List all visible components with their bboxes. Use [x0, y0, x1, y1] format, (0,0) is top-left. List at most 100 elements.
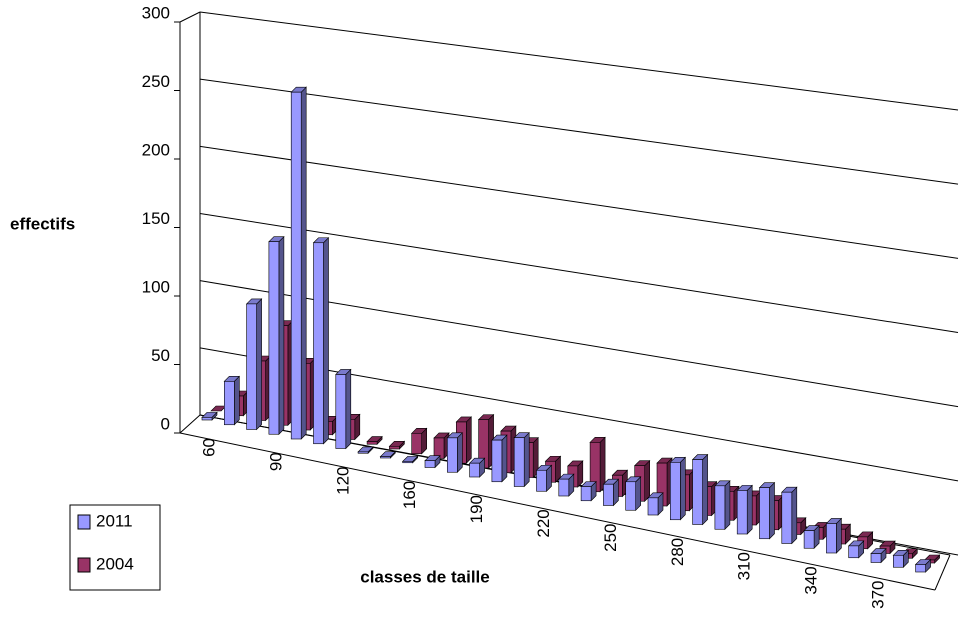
x-tick-label: 310 — [735, 552, 754, 580]
bar-front — [781, 491, 793, 544]
bar — [781, 486, 798, 545]
bar-side — [501, 434, 508, 483]
bar — [468, 457, 486, 478]
bar-front — [290, 91, 302, 440]
bar-top — [401, 456, 419, 462]
bar-front — [446, 437, 458, 473]
bar-front — [246, 303, 257, 430]
y-tick-label: 300 — [142, 3, 170, 22]
bar-front — [313, 242, 324, 445]
bar-side — [746, 484, 753, 535]
grid-line — [199, 213, 959, 333]
bar-side — [836, 517, 842, 554]
bar-side — [679, 456, 686, 521]
y-tick-label: 200 — [142, 140, 170, 159]
bar — [669, 456, 687, 521]
bar — [433, 432, 450, 460]
bar-front — [536, 469, 547, 492]
bar-front — [848, 545, 860, 559]
bar-front — [892, 554, 904, 568]
x-tick-label: 250 — [601, 524, 620, 552]
bar — [847, 540, 865, 559]
bar-front — [380, 456, 391, 459]
bar-front — [424, 460, 436, 468]
bar-side — [465, 416, 472, 464]
bar-front — [647, 497, 659, 516]
bar — [223, 375, 241, 426]
bar — [210, 405, 227, 412]
bar-front — [335, 374, 347, 449]
bar — [357, 446, 374, 454]
bar-front — [513, 437, 525, 487]
grid-line — [199, 145, 959, 259]
bar — [803, 524, 820, 549]
bar-side — [791, 486, 798, 545]
bar-front — [803, 530, 815, 549]
bar — [914, 558, 932, 573]
bar-side — [256, 298, 262, 431]
bar-side — [234, 375, 240, 426]
bar — [758, 481, 776, 540]
bar-front — [491, 439, 503, 483]
x-tick-label: 60 — [199, 438, 218, 457]
y-tick-label: 100 — [142, 277, 170, 296]
bar — [424, 454, 441, 469]
bar-front — [580, 486, 592, 502]
bar-side — [300, 86, 307, 440]
legend-label: 2011 — [96, 511, 133, 530]
bar-front — [759, 487, 770, 540]
bar-front — [669, 462, 681, 521]
bar — [410, 427, 428, 455]
bar-front — [411, 432, 423, 455]
x-tick-label: 120 — [333, 467, 352, 495]
x-axis-title: classes de taille — [360, 567, 489, 586]
bar — [401, 455, 419, 464]
x-tick-label: 220 — [534, 509, 553, 537]
bar — [624, 476, 642, 511]
bar-front — [625, 481, 637, 511]
grid-line — [199, 11, 959, 111]
bar — [201, 411, 218, 421]
bar-top — [210, 405, 227, 412]
bar-front — [870, 553, 882, 563]
bar-front — [714, 485, 726, 530]
bar-front — [469, 462, 480, 478]
bar — [714, 480, 731, 530]
bar — [335, 368, 352, 450]
bar — [290, 86, 307, 440]
bar-front — [603, 483, 614, 506]
bar-front — [826, 523, 837, 554]
bar — [580, 480, 597, 502]
bar-front — [736, 490, 748, 535]
bar — [892, 549, 910, 568]
bar-front — [692, 459, 703, 525]
bar-side — [345, 368, 352, 450]
bar-side — [523, 431, 530, 488]
bar — [513, 431, 530, 488]
bar-front — [268, 241, 280, 435]
bar-front — [915, 564, 926, 573]
x-tick-label: 90 — [266, 452, 285, 471]
y-tick-label: 50 — [151, 346, 170, 365]
bar-front — [389, 445, 400, 450]
bar-front — [201, 417, 213, 421]
x-tick-label: 340 — [802, 566, 821, 594]
bar — [388, 440, 406, 450]
bar-side — [635, 476, 642, 511]
bar — [245, 298, 263, 431]
x-tick-label: 160 — [400, 481, 419, 509]
bar — [558, 473, 575, 497]
y-tick-label: 250 — [142, 72, 170, 91]
bar — [602, 478, 620, 507]
bar-front — [558, 478, 570, 497]
y-axis-title: effectifs — [10, 214, 75, 233]
bar-top — [357, 446, 374, 453]
bar-front — [402, 461, 414, 464]
legend-label: 2004 — [96, 554, 134, 573]
bar-side — [278, 235, 285, 435]
bar — [268, 235, 285, 435]
y-tick-label: 0 — [161, 414, 170, 433]
bar — [870, 547, 887, 564]
y-tick-label: 150 — [142, 209, 170, 228]
